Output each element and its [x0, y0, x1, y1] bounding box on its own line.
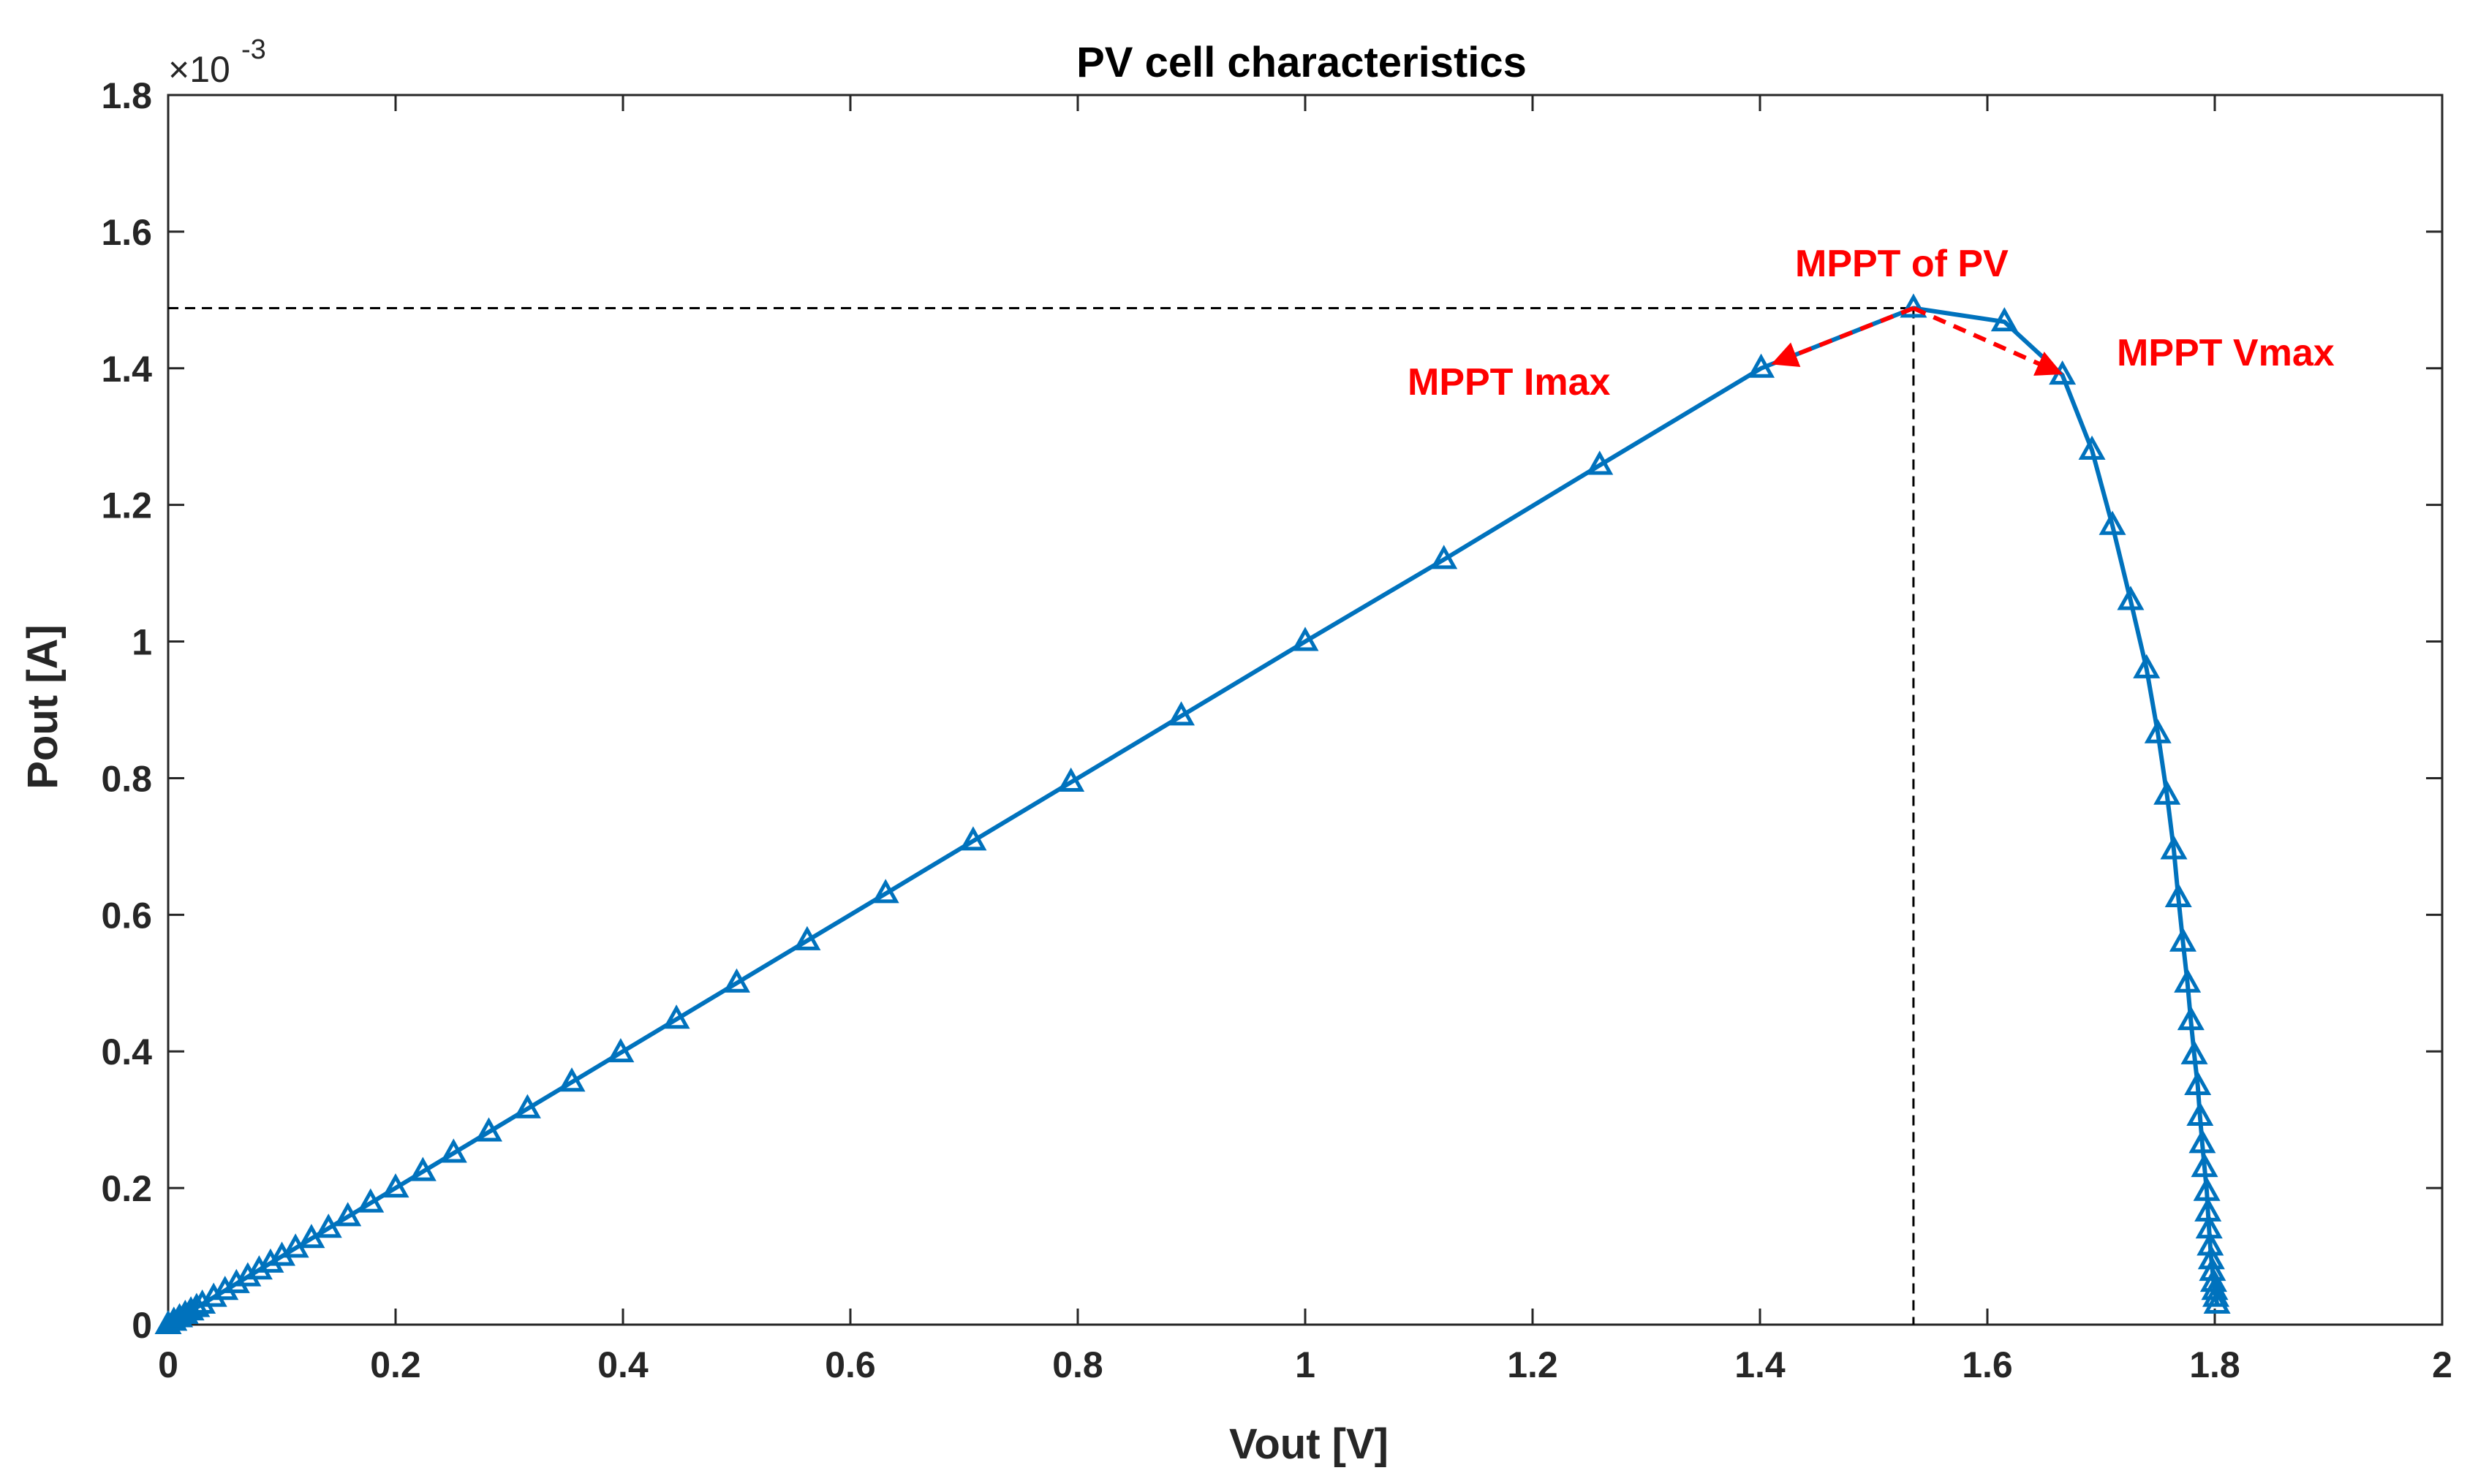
annotation-mppt-of-pv-text: MPPT of PV [1795, 243, 2009, 285]
data-point-marker [2153, 780, 2181, 805]
data-point-marker [439, 1138, 467, 1163]
data-point-marker [2177, 1006, 2205, 1031]
annotation-mppt-imax: MPPT Imax [1408, 361, 1610, 404]
y-tick-label: 0.6 [101, 895, 152, 936]
annotation-mppt-imax-text: MPPT Imax [1408, 361, 1610, 404]
data-point-marker [334, 1202, 362, 1227]
data-point-marker [2099, 510, 2126, 535]
data-point-marker [314, 1214, 342, 1238]
data-point-marker [2188, 1129, 2216, 1154]
data-point-marker [211, 1276, 239, 1301]
y-tick-label: 0.2 [101, 1168, 152, 1209]
data-point-marker [959, 826, 987, 851]
data-point-marker [2144, 719, 2172, 743]
data-point-marker [1586, 450, 1614, 475]
data-point-marker [357, 1188, 385, 1213]
data-point-marker [2184, 1070, 2212, 1095]
data-point-marker [2203, 1289, 2231, 1314]
data-point-marker [793, 925, 821, 950]
data-point-marker [189, 1289, 216, 1314]
arrow-to-mppt-vmax [1912, 306, 2063, 376]
x-tick-label: 0.4 [597, 1344, 649, 1385]
data-point-marker [382, 1173, 409, 1198]
y-scale-exponent: -3 [241, 34, 266, 65]
data-point-marker [2169, 927, 2196, 952]
y-tick-label: 1.4 [101, 349, 152, 390]
data-point-marker [2164, 882, 2192, 907]
data-point-marker [2078, 435, 2106, 460]
data-point-marker [245, 1255, 273, 1280]
data-point-marker [2174, 968, 2202, 993]
x-tick-label: 0.6 [825, 1344, 876, 1385]
data-point-marker [2199, 1256, 2226, 1282]
plot-area: 0 0.2 0.4 0.6 0.8 1 1.2 1.4 1.6 1.8 2 0 0.2 0.4 0.6 0.8… [101, 75, 2452, 1385]
data-point-marker [222, 1268, 250, 1293]
data-point-marker [2191, 1152, 2218, 1178]
data-point-marker [1430, 545, 1458, 569]
y-scale-factor: ×10 -3 [168, 34, 266, 90]
x-tick-label: 1.4 [1734, 1344, 1786, 1385]
arrow-to-mppt-imax [1771, 306, 1915, 367]
x-tick-label: 1.6 [1962, 1344, 2013, 1385]
annotation-mppt-vmax: MPPT Vmax [2117, 332, 2335, 374]
x-tick-label: 0.2 [370, 1344, 421, 1385]
x-tick-label: 0.8 [1052, 1344, 1103, 1385]
y-tick-label: 0 [132, 1305, 152, 1346]
x-tick-label: 0 [158, 1344, 178, 1385]
data-point-marker [2186, 1101, 2214, 1126]
data-point-marker [872, 879, 899, 904]
annotation-mppt-of-pv: MPPT of PV [1795, 243, 2009, 285]
data-point-marker [662, 1004, 690, 1029]
y-tick-label: 1.8 [101, 75, 152, 116]
data-point-marker [234, 1262, 262, 1287]
data-point-marker [1990, 307, 2018, 332]
data-point-marker [722, 968, 751, 993]
data-point-marker [409, 1156, 437, 1181]
annotation-mppt-vmax-text: MPPT Vmax [2117, 332, 2335, 374]
data-point-marker [1900, 293, 1927, 318]
data-point-marker [2202, 1282, 2230, 1307]
x-axis-label: Vout [V] [1229, 1420, 1389, 1468]
y-tick-label: 0.8 [101, 758, 152, 799]
y-axis-label: Pout [A] [19, 624, 67, 790]
data-point-marker [1291, 626, 1319, 651]
x-tick-label: 1 [1295, 1344, 1315, 1385]
data-point-marker [513, 1094, 541, 1118]
data-point-marker [1748, 353, 1775, 378]
x-tick-label: 1.8 [2189, 1344, 2240, 1385]
chart-title: PV cell characteristics [1076, 39, 1527, 86]
y-tick-label: 0.4 [101, 1031, 152, 1072]
data-point-marker [558, 1067, 586, 1092]
data-point-marker [475, 1117, 503, 1142]
x-tick-label: 1.2 [1507, 1344, 1558, 1385]
y-tick-label: 1.2 [101, 485, 152, 526]
x-tick-label: 2 [2432, 1344, 2452, 1385]
y-tick-label: 1.6 [101, 212, 152, 253]
data-point-marker [607, 1037, 635, 1063]
data-point-marker [2180, 1040, 2208, 1064]
data-point-marker [257, 1248, 284, 1273]
data-point-marker [177, 1296, 205, 1321]
data-point-marker [200, 1282, 227, 1307]
data-point-marker [2117, 586, 2145, 610]
data-point-marker [2197, 1245, 2225, 1270]
data-point-marker [2133, 654, 2161, 678]
data-point-marker [1057, 767, 1085, 792]
data-point-marker [1167, 701, 1195, 726]
data-point-marker [2193, 1176, 2221, 1201]
y-scale-label: ×10 [168, 49, 230, 90]
y-tick-label: 1 [132, 622, 152, 663]
series-line [167, 306, 2220, 1327]
data-point-marker [2160, 835, 2188, 860]
